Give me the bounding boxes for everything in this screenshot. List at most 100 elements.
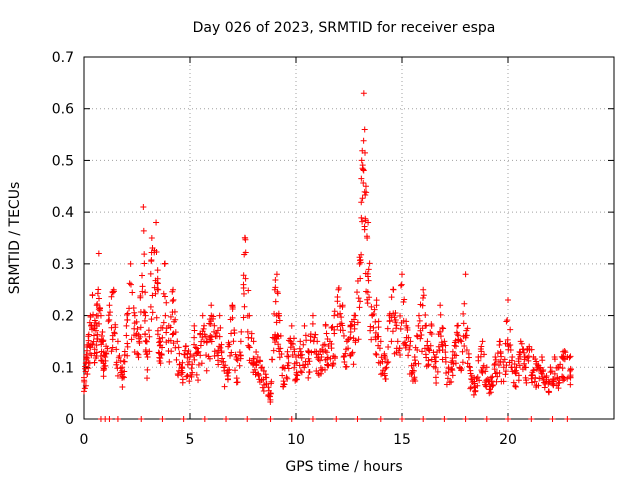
data-point [258, 364, 265, 371]
data-point [560, 374, 567, 381]
data-point [323, 349, 330, 356]
data-point [288, 340, 295, 347]
data-point [111, 330, 118, 337]
data-point [106, 302, 113, 309]
data-point [296, 345, 303, 352]
data-point [144, 375, 151, 382]
data-point [114, 338, 121, 345]
data-point [398, 281, 405, 288]
data-point [81, 388, 88, 395]
data-point [463, 346, 470, 353]
data-point [139, 283, 146, 290]
data-point [334, 294, 341, 301]
data-point [504, 336, 511, 343]
data-point [92, 327, 99, 334]
x-axis-label: GPS time / hours [285, 459, 402, 475]
data-point [567, 372, 574, 379]
zero-point [244, 416, 251, 422]
data-point [415, 312, 422, 319]
data-point [221, 383, 228, 390]
data-point [211, 353, 218, 360]
data-point [294, 372, 301, 379]
data-point [85, 331, 92, 338]
data-point [148, 235, 155, 241]
data-point [153, 219, 160, 226]
data-point [154, 280, 161, 287]
data-point [417, 335, 424, 342]
data-point [457, 337, 464, 344]
data-point [280, 378, 287, 385]
data-point [238, 328, 245, 335]
data-point [525, 357, 532, 364]
data-point [411, 357, 418, 364]
data-point [132, 332, 139, 339]
data-point [331, 355, 338, 362]
data-point [254, 353, 261, 360]
data-point [240, 272, 247, 279]
data-point [458, 366, 465, 373]
data-point [463, 327, 470, 334]
data-point [284, 348, 291, 355]
data-point [385, 344, 392, 351]
data-point [314, 338, 321, 345]
data-point [133, 318, 140, 325]
data-point [500, 378, 507, 385]
data-point [145, 327, 152, 334]
data-point [224, 376, 231, 383]
data-point [109, 344, 116, 351]
data-point [140, 308, 147, 315]
data-point [154, 267, 161, 274]
data-point [183, 373, 190, 380]
data-point [97, 312, 104, 319]
data-point [124, 343, 131, 350]
data-point [474, 382, 481, 389]
data-point [272, 298, 279, 305]
data-point [521, 360, 528, 367]
data-point [427, 342, 434, 349]
y-tick-label: 0.6 [52, 102, 74, 118]
data-point [246, 344, 253, 351]
data-point [531, 378, 538, 385]
data-point [240, 290, 247, 297]
data-point [109, 289, 116, 296]
data-point [90, 311, 97, 318]
data-point [523, 379, 530, 386]
data-point [304, 361, 311, 368]
data-point [441, 338, 448, 345]
zero-point [267, 416, 274, 422]
data-point [232, 367, 239, 374]
data-point [94, 335, 101, 342]
data-point [502, 368, 509, 375]
data-point [335, 285, 342, 292]
data-point [103, 343, 110, 350]
data-point [305, 374, 312, 381]
zero-point [549, 416, 556, 422]
data-point [378, 371, 385, 378]
data-points [81, 90, 574, 422]
data-point [265, 384, 272, 391]
data-point [179, 359, 186, 366]
data-point [328, 345, 335, 352]
data-point [560, 377, 567, 384]
data-point [510, 379, 517, 386]
data-point [246, 312, 253, 319]
data-point [434, 368, 441, 375]
data-point [153, 249, 160, 256]
data-point [567, 353, 574, 360]
data-point [124, 352, 131, 359]
data-point [285, 337, 292, 344]
data-point [370, 310, 377, 317]
data-point [137, 324, 144, 331]
data-point [377, 338, 384, 345]
data-point [357, 256, 364, 263]
data-point [475, 357, 482, 364]
data-point [237, 355, 244, 362]
data-point [476, 377, 483, 384]
data-point [364, 300, 371, 307]
data-point [167, 324, 174, 331]
data-point [205, 353, 212, 360]
data-point [325, 342, 332, 349]
data-point [451, 351, 458, 358]
data-point [442, 342, 449, 349]
x-tick-label: 15 [393, 432, 411, 448]
